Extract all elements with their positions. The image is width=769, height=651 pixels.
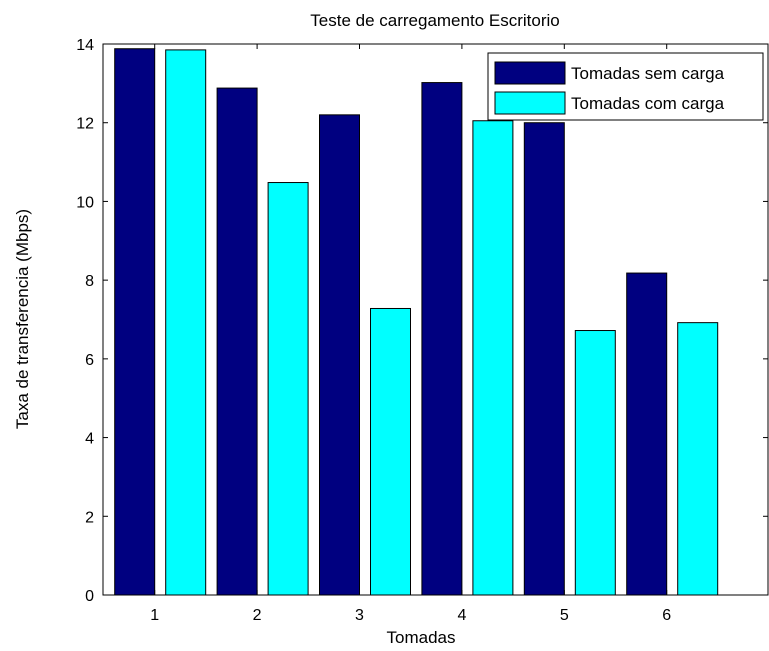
y-tick-label-12: 12: [76, 116, 94, 133]
bars-group: [114, 48, 719, 596]
chart-title: Teste de carregamento Escritorio: [310, 11, 559, 30]
x-tick-label-3: 3: [355, 607, 364, 624]
x-tick-label-1: 1: [150, 607, 159, 624]
y-tick-label-14: 14: [76, 37, 94, 54]
y-tick-label-10: 10: [76, 194, 94, 211]
bar-sem-carga-6: [626, 272, 668, 596]
bar-sem-carga-1: [114, 48, 156, 596]
bar-sem-carga-2: [216, 87, 258, 596]
legend: Tomadas sem carga Tomadas com carga: [487, 52, 764, 121]
x-tick-label-6: 6: [662, 607, 671, 624]
bar-com-carga-4: [472, 120, 514, 596]
bar-com-carga-2: [267, 182, 309, 596]
x-tick-label-4: 4: [457, 607, 466, 624]
bar-com-carga-6: [677, 322, 719, 596]
y-axis-label: Taxa de transferencia (Mbps): [13, 209, 32, 429]
legend-swatch-tomadas-com-carga: [494, 91, 566, 115]
bar-sem-carga-3: [319, 114, 360, 596]
y-tick-label-2: 2: [85, 509, 94, 526]
y-tick-label-4: 4: [85, 431, 94, 448]
legend-label-tomadas-com-carga: Tomadas com carga: [571, 94, 725, 113]
x-tick-label-2: 2: [253, 607, 262, 624]
bar-com-carga-3: [370, 307, 411, 596]
y-tick-label-6: 6: [85, 352, 94, 369]
x-axis-label: Tomadas: [387, 628, 456, 647]
bar-sem-carga-4: [421, 82, 463, 596]
legend-swatch-tomadas-sem-carga: [494, 61, 566, 85]
y-tick-label-0: 0: [85, 588, 94, 605]
plot-frame: [102, 43, 769, 596]
x-tick-label-5: 5: [560, 607, 569, 624]
legend-label-tomadas-sem-carga: Tomadas sem carga: [571, 64, 725, 83]
bar-com-carga-1: [165, 49, 207, 596]
y-tick-label-8: 8: [85, 273, 94, 290]
x-ticks: 1 2 3 4 5 6: [150, 44, 671, 624]
bar-com-carga-5: [574, 330, 616, 596]
bar-sem-carga-5: [523, 122, 565, 596]
